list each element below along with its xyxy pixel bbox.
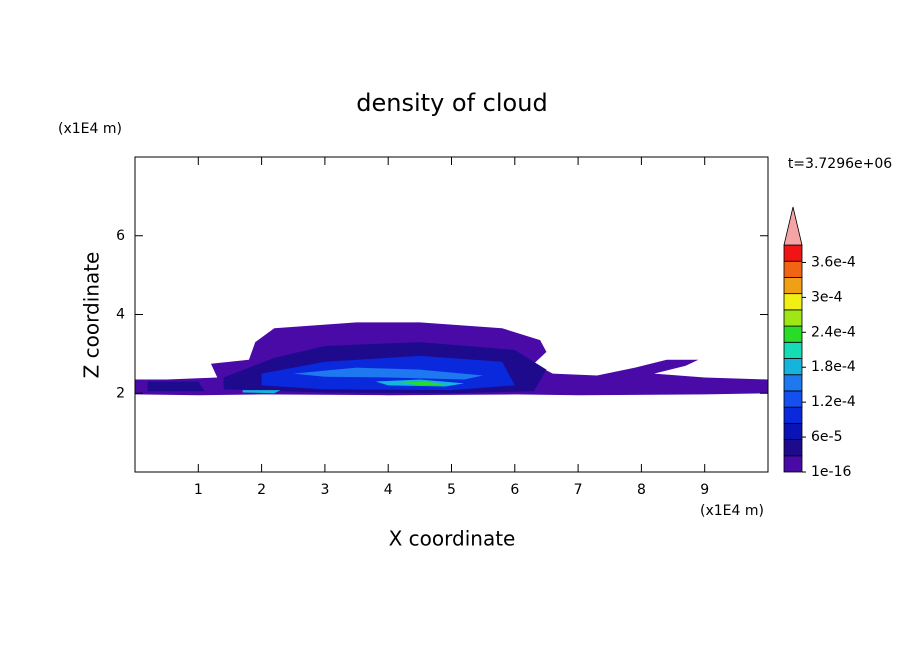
x-tick-label: 9 (700, 482, 709, 498)
contour-region (147, 381, 205, 392)
colorbar-extend (783, 206, 803, 246)
colorbar-label: 3e-4 (811, 289, 843, 305)
x-tick-label: 1 (194, 482, 203, 498)
contour-region (242, 390, 281, 394)
y-tick-label: 6 (116, 228, 125, 244)
contour-region (400, 381, 446, 386)
y-tick-label: 4 (116, 307, 125, 323)
colorbar-box (783, 244, 803, 262)
x-tick-label: 2 (257, 482, 266, 498)
colorbar-box (783, 455, 803, 473)
colorbar-box (783, 325, 803, 343)
x-unit: (x1E4 m) (700, 503, 764, 519)
x-axis-label: X coordinate (389, 527, 516, 551)
colorbar-label: 3.6e-4 (811, 254, 856, 270)
contour-region (293, 367, 484, 380)
colorbar-label: 6e-5 (811, 429, 842, 445)
colorbar-box (783, 406, 803, 424)
colorbar-label: 1.2e-4 (811, 394, 856, 410)
colorbar-box (783, 422, 803, 440)
colorbar-label: 1.8e-4 (811, 359, 856, 375)
colorbar-box (783, 390, 803, 408)
y-tick-label: 2 (116, 385, 125, 401)
colorbar-box (783, 260, 803, 278)
colorbar-box (783, 341, 803, 359)
colorbar-label: 2.4e-4 (811, 324, 856, 340)
colorbar-box (783, 374, 803, 392)
x-tick-label: 3 (320, 482, 329, 498)
colorbar-label: 1e-16 (811, 464, 851, 480)
x-tick-label: 8 (637, 482, 646, 498)
colorbar-box (783, 358, 803, 376)
x-tick-label: 7 (574, 482, 583, 498)
time-label: t=3.7296e+06 (788, 156, 892, 172)
chart-title: density of cloud (356, 89, 547, 117)
colorbar-box (783, 293, 803, 311)
y-unit: (x1E4 m) (58, 121, 122, 137)
y-axis-label: Z coordinate (80, 252, 104, 379)
x-tick-label: 5 (447, 482, 456, 498)
colorbar-box (783, 439, 803, 457)
colorbar-box (783, 309, 803, 327)
x-tick-label: 4 (384, 482, 393, 498)
colorbar-box (783, 277, 803, 295)
x-tick-label: 6 (510, 482, 519, 498)
